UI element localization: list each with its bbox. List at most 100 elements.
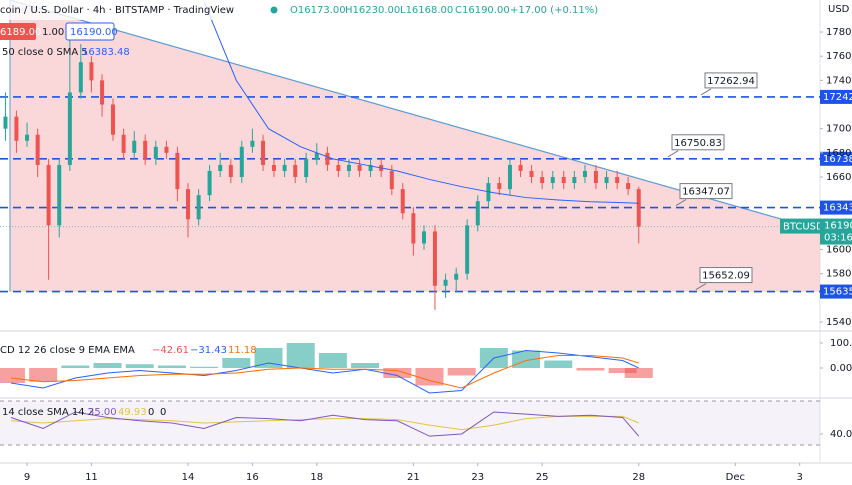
rsi-legend-value: 35.00	[88, 407, 117, 418]
candle-body	[636, 189, 641, 227]
y-tick-label: 17400	[826, 75, 852, 86]
header-bg	[0, 0, 420, 20]
candle-body	[78, 62, 83, 93]
candle-body	[497, 183, 502, 190]
chart-title: coin / U.S. Dollar · 4h · BITSTAMP · Tra…	[0, 5, 234, 16]
sma-line	[203, 1, 639, 204]
level-pointer	[700, 88, 712, 96]
candle-body	[207, 170, 212, 196]
y-tick-label: 17000	[826, 124, 852, 135]
candle-body	[518, 164, 523, 171]
candle-body	[582, 170, 587, 178]
change-value: +17.00 (+0.11%)	[510, 5, 598, 16]
countdown: 03:16	[824, 233, 852, 244]
sell-box	[0, 23, 36, 40]
candle-body	[443, 279, 448, 286]
candle-body	[121, 134, 126, 153]
candle-body	[271, 164, 276, 171]
candle-body	[368, 164, 373, 171]
candle-body	[304, 158, 309, 178]
candle-body	[422, 231, 427, 244]
candle-body	[57, 164, 62, 226]
candle-body	[507, 164, 512, 190]
level-tag	[820, 284, 852, 299]
level-tag-text: 16738	[823, 154, 852, 165]
x-tick-label: 21	[407, 472, 420, 483]
candle-body	[540, 177, 545, 184]
candle-body	[357, 164, 362, 171]
level-label-box	[699, 267, 753, 284]
x-tick-label: 25	[536, 472, 549, 483]
x-tick-label: 9	[24, 472, 30, 483]
level-label: 17262.94	[707, 76, 755, 87]
macd-histogram-bar	[544, 360, 573, 368]
ohlc-value: O16173.00	[290, 5, 346, 16]
candle-body	[550, 177, 555, 184]
rsi-legend-value: 49.93	[118, 407, 147, 418]
y-tick-label: 40.00	[830, 429, 852, 440]
candle-body	[432, 231, 437, 286]
macd-histogram-bar	[125, 364, 154, 368]
x-tick-label: 23	[471, 472, 484, 483]
y-tick-label: 16600	[826, 172, 852, 183]
level-pointer	[675, 199, 687, 207]
axis-label: USD	[828, 4, 850, 15]
candle-body	[153, 146, 158, 159]
macd-histogram-bar	[29, 368, 58, 382]
candle-body	[111, 104, 116, 135]
candle-body	[250, 140, 255, 147]
symbol-label: BTCUSD	[783, 222, 824, 233]
y-tick-label: 17600	[826, 51, 852, 62]
candle-body	[67, 92, 72, 165]
ohlc-value: H16230.00	[345, 5, 400, 16]
price-tag	[820, 218, 852, 245]
y-tick-label: 100.00	[830, 338, 852, 349]
macd-legend: CD 12 26 close 9 EMA EMA	[0, 345, 135, 356]
rsi-legend: 14 close SMA 14 2	[2, 407, 94, 418]
rsi-band	[0, 400, 820, 445]
macd-legend-value: 11.18	[228, 345, 257, 356]
x-tick-label: Dec	[726, 472, 745, 483]
candle-body	[282, 164, 287, 171]
macd-histogram-bar	[254, 348, 283, 368]
level-tag	[820, 200, 852, 215]
candle-body	[293, 164, 298, 178]
rsi-legend-value: 0	[148, 407, 154, 418]
candle-body	[228, 164, 233, 178]
level-label: 16347.07	[682, 187, 730, 198]
indicator-value: 16383.48	[82, 47, 130, 58]
buy-box	[65, 22, 115, 41]
signal-line	[10, 355, 639, 389]
candle-body	[400, 189, 405, 214]
x-tick-label: 28	[632, 472, 645, 483]
y-tick-label: 16800	[826, 148, 852, 159]
candle-body	[411, 213, 416, 244]
rsi-line	[10, 411, 640, 437]
candle-body	[389, 170, 394, 190]
candle-body	[454, 273, 459, 280]
candle-body	[218, 164, 223, 171]
sell-price: 6189.00	[0, 27, 41, 38]
candle-body	[175, 152, 180, 190]
x-tick-label: 18	[310, 472, 323, 483]
macd-histogram-bar	[190, 366, 219, 368]
candle-body	[14, 116, 19, 141]
macd-histogram-bar	[61, 365, 90, 368]
x-tick-label: 14	[182, 472, 195, 483]
rsi-legend-value: 0	[160, 407, 166, 418]
x-tick-label: 16	[246, 472, 259, 483]
candle-body	[196, 195, 201, 220]
macd-histogram-bar	[624, 368, 653, 378]
candle-body	[132, 140, 137, 153]
candle-body	[529, 170, 534, 178]
ohlc-value: C16190.00	[455, 5, 510, 16]
spread: 1.00	[42, 27, 64, 38]
x-tick-label: 3	[797, 472, 803, 483]
indicator-legend: 50 close 0 SMA 5	[2, 47, 88, 58]
macd-legend-value: −42.61	[152, 345, 189, 356]
macd-histogram-bar	[447, 368, 476, 376]
level-tag-text: 16343	[823, 203, 852, 214]
candle-body	[143, 140, 148, 159]
candle-body	[475, 201, 480, 226]
